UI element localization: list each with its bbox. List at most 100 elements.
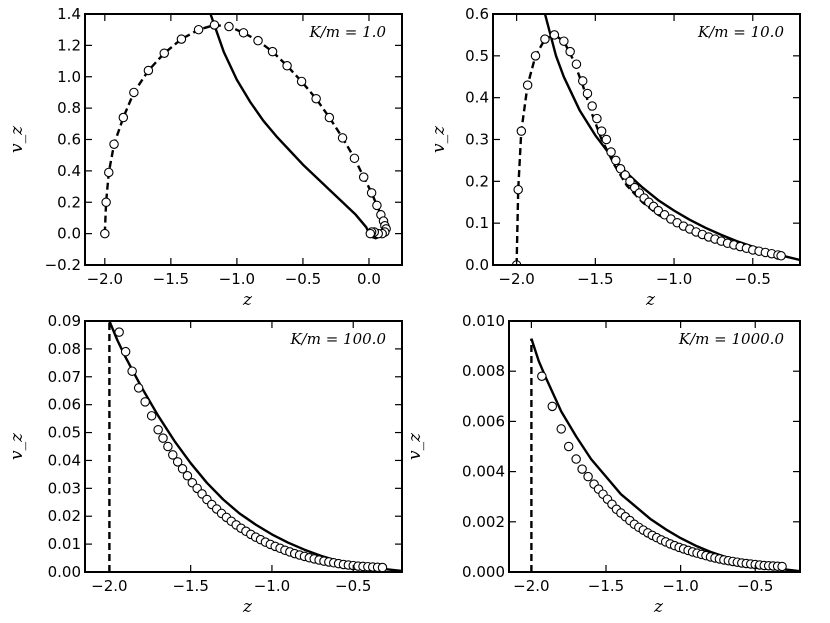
y-tick-label: 0.05: [48, 424, 81, 442]
data-point: [176, 34, 187, 44]
data-point: [377, 562, 388, 572]
data-point: [104, 167, 114, 178]
data-point: [172, 457, 183, 467]
data-point: [563, 441, 574, 452]
data-point: [153, 425, 163, 435]
data-point: [177, 464, 188, 474]
data-point: [366, 188, 377, 198]
data-point: [620, 170, 630, 180]
data-point: [606, 147, 616, 157]
data-point: [238, 28, 249, 38]
data-point: [324, 112, 335, 123]
x-tick-label: −1.0: [219, 270, 255, 288]
annotation-label: K/m = 1000.0: [678, 330, 785, 348]
y-tick-label: 0.008: [462, 362, 505, 380]
data-point: [777, 561, 787, 572]
data-point: [158, 433, 168, 443]
data-point: [133, 383, 144, 393]
data-point: [358, 172, 369, 182]
y-tick-label: 0.04: [48, 451, 81, 469]
y-tick-label: 0.6: [465, 5, 489, 23]
chart-panel-4: −2.0 −1.5 −1.0 −0.5 0.000 0.002 0.004 0.006 0.00…: [405, 312, 801, 617]
y-tick-label: 0.4: [57, 162, 81, 180]
plot-frame: [492, 13, 801, 266]
x-axis-label: z: [653, 597, 664, 617]
y-axis-label: v_z: [429, 125, 449, 153]
data-point: [537, 371, 547, 381]
y-tick-label: −0.2: [45, 256, 81, 274]
y-tick-label: 0.1: [465, 214, 489, 232]
data-point: [311, 93, 321, 104]
data-point: [296, 76, 307, 87]
data-point: [625, 176, 635, 187]
y-tick-label: 0.07: [48, 368, 81, 386]
data-point: [163, 441, 173, 452]
data-point: [209, 20, 220, 30]
data-point: [253, 35, 263, 46]
x-tick-label: 0.0: [357, 270, 381, 288]
data-point: [182, 471, 193, 481]
data-point: [513, 184, 523, 195]
plot-area: [530, 338, 800, 572]
y-tick-label: 0.3: [465, 131, 489, 149]
y-tick-label: 1.4: [57, 5, 81, 23]
plot-frame: [84, 13, 403, 266]
data-point: [571, 59, 582, 69]
simulation-line: [515, 33, 782, 265]
data-point: [577, 464, 587, 474]
data-point: [267, 46, 278, 57]
plot-area: [511, 14, 800, 265]
x-tick-label: −2.0: [498, 270, 534, 288]
plot-area: [108, 321, 402, 572]
x-axis-label: z: [242, 290, 253, 310]
x-tick-label: −0.5: [335, 577, 371, 595]
y-tick-label: 0.004: [462, 463, 505, 481]
theory-line: [209, 14, 386, 240]
chart-panel-1: −2.0 −1.5 −1.0 −0.5 0.0 −0.2 0.0 0.2 0.4 0.6 0.8 1.…: [7, 5, 403, 310]
data-point: [601, 134, 612, 145]
y-tick-label: 0.01: [48, 535, 81, 553]
data-point: [571, 454, 581, 464]
data-point: [118, 112, 129, 123]
data-point: [577, 76, 588, 86]
data-point: [337, 133, 348, 143]
data-point: [565, 46, 575, 57]
y-tick-label: 0.000: [462, 563, 505, 581]
y-tick-label: 0.002: [462, 513, 505, 531]
x-tick-label: −1.5: [172, 577, 208, 595]
y-tick-label: 0.06: [48, 396, 81, 414]
data-point: [530, 51, 541, 61]
data-point: [146, 411, 157, 421]
plot-frame: [84, 320, 403, 573]
annotation-label: K/m = 100.0: [289, 330, 386, 348]
y-tick-label: 0.02: [48, 507, 81, 525]
x-tick-label: −2.0: [87, 270, 123, 288]
y-tick-label: 0.5: [465, 47, 489, 65]
data-point: [611, 155, 621, 166]
x-tick-label: −2.0: [513, 577, 549, 595]
data-point: [129, 87, 139, 98]
x-tick-label: −1.5: [153, 270, 189, 288]
data-point: [349, 153, 360, 164]
data-point: [540, 34, 550, 44]
y-tick-label: 0.08: [48, 340, 81, 358]
data-point: [127, 366, 137, 376]
x-tick-label: −2.0: [91, 577, 127, 595]
data-point: [556, 424, 566, 434]
x-tick-label: −0.5: [737, 577, 773, 595]
data-point: [143, 65, 154, 76]
y-tick-label: 0.8: [57, 99, 81, 117]
x-tick-label: −0.5: [285, 270, 321, 288]
data-point: [120, 346, 131, 357]
y-tick-label: 0.4: [465, 89, 489, 107]
x-axis-label: z: [645, 290, 656, 310]
y-tick-label: 0.03: [48, 479, 81, 497]
y-tick-label: 0.2: [465, 172, 489, 190]
chart-panel-2: −2.0 −1.5 −1.0 −0.5 0.0 0.1 0.2 0.3 0.4 0.5 0.6 K/m…: [429, 5, 801, 310]
plot-frame: [508, 320, 801, 573]
data-point: [582, 88, 593, 99]
y-tick-label: 0.6: [57, 131, 81, 149]
data-point: [559, 36, 569, 46]
data-point: [583, 471, 593, 482]
